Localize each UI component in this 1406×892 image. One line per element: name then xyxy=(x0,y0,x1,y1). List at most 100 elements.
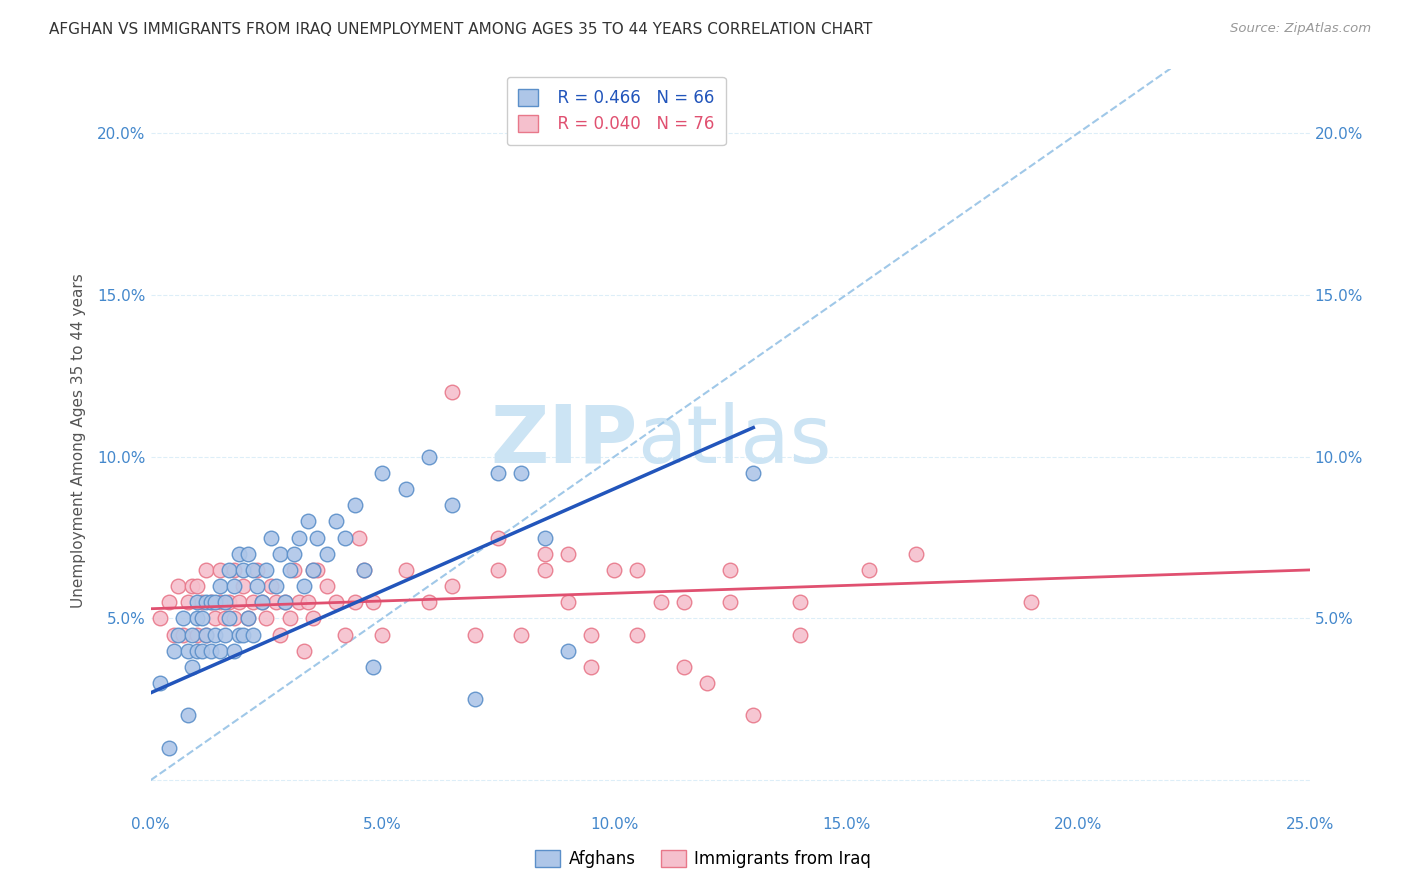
Point xyxy=(302,611,325,625)
Point xyxy=(186,627,208,641)
Point xyxy=(347,531,370,545)
Point xyxy=(250,595,273,609)
Point xyxy=(361,595,384,609)
Point xyxy=(650,595,672,609)
Point xyxy=(533,563,555,577)
Point xyxy=(176,708,198,723)
Point xyxy=(209,644,232,658)
Point xyxy=(579,627,602,641)
Point xyxy=(343,498,366,512)
Point xyxy=(181,579,204,593)
Point xyxy=(789,627,811,641)
Point xyxy=(464,627,486,641)
Point xyxy=(204,595,226,609)
Point xyxy=(186,644,208,658)
Point xyxy=(246,563,269,577)
Point xyxy=(195,563,218,577)
Point xyxy=(209,563,232,577)
Point xyxy=(361,660,384,674)
Point xyxy=(228,595,250,609)
Point xyxy=(603,563,626,577)
Point xyxy=(371,627,394,641)
Point xyxy=(742,466,765,480)
Point xyxy=(440,579,463,593)
Point xyxy=(228,627,250,641)
Point xyxy=(510,466,533,480)
Point xyxy=(190,595,212,609)
Point xyxy=(269,547,291,561)
Point xyxy=(672,595,695,609)
Point xyxy=(288,531,311,545)
Point xyxy=(274,595,297,609)
Point xyxy=(486,531,509,545)
Point xyxy=(297,595,319,609)
Point xyxy=(195,627,218,641)
Point xyxy=(718,595,741,609)
Point xyxy=(204,611,226,625)
Point xyxy=(190,611,212,625)
Point xyxy=(533,547,555,561)
Point xyxy=(315,579,337,593)
Point xyxy=(218,563,240,577)
Point xyxy=(789,595,811,609)
Point xyxy=(579,660,602,674)
Point xyxy=(626,627,648,641)
Point xyxy=(186,611,208,625)
Point xyxy=(394,563,416,577)
Point xyxy=(335,627,357,641)
Text: atlas: atlas xyxy=(637,401,832,480)
Point xyxy=(222,579,245,593)
Point xyxy=(260,579,283,593)
Point xyxy=(264,579,287,593)
Point xyxy=(260,531,283,545)
Point xyxy=(325,595,347,609)
Point xyxy=(858,563,880,577)
Point xyxy=(274,595,297,609)
Point xyxy=(297,515,319,529)
Point xyxy=(181,627,204,641)
Point xyxy=(242,563,264,577)
Point xyxy=(302,563,325,577)
Point xyxy=(186,579,208,593)
Point xyxy=(486,466,509,480)
Point xyxy=(283,547,305,561)
Point xyxy=(394,482,416,496)
Point xyxy=(222,644,245,658)
Point xyxy=(232,627,254,641)
Text: ZIP: ZIP xyxy=(491,401,637,480)
Point xyxy=(172,627,194,641)
Point xyxy=(353,563,375,577)
Point xyxy=(172,611,194,625)
Point xyxy=(190,644,212,658)
Point xyxy=(186,595,208,609)
Point xyxy=(163,644,186,658)
Point xyxy=(200,595,222,609)
Point xyxy=(278,563,301,577)
Point xyxy=(418,450,440,464)
Point xyxy=(242,627,264,641)
Point xyxy=(167,579,190,593)
Point xyxy=(510,627,533,641)
Point xyxy=(242,595,264,609)
Point xyxy=(302,563,325,577)
Point xyxy=(325,515,347,529)
Point xyxy=(315,547,337,561)
Point xyxy=(232,563,254,577)
Legend:   R = 0.466   N = 66,   R = 0.040   N = 76: R = 0.466 N = 66, R = 0.040 N = 76 xyxy=(506,77,725,145)
Point xyxy=(264,595,287,609)
Point xyxy=(157,595,180,609)
Point xyxy=(176,644,198,658)
Point xyxy=(209,579,232,593)
Point xyxy=(204,627,226,641)
Text: Source: ZipAtlas.com: Source: ZipAtlas.com xyxy=(1230,22,1371,36)
Point xyxy=(288,595,311,609)
Point xyxy=(343,595,366,609)
Point xyxy=(163,627,186,641)
Point xyxy=(200,644,222,658)
Point xyxy=(464,692,486,706)
Point xyxy=(283,563,305,577)
Point xyxy=(742,708,765,723)
Point xyxy=(218,611,240,625)
Point xyxy=(200,595,222,609)
Point xyxy=(195,595,218,609)
